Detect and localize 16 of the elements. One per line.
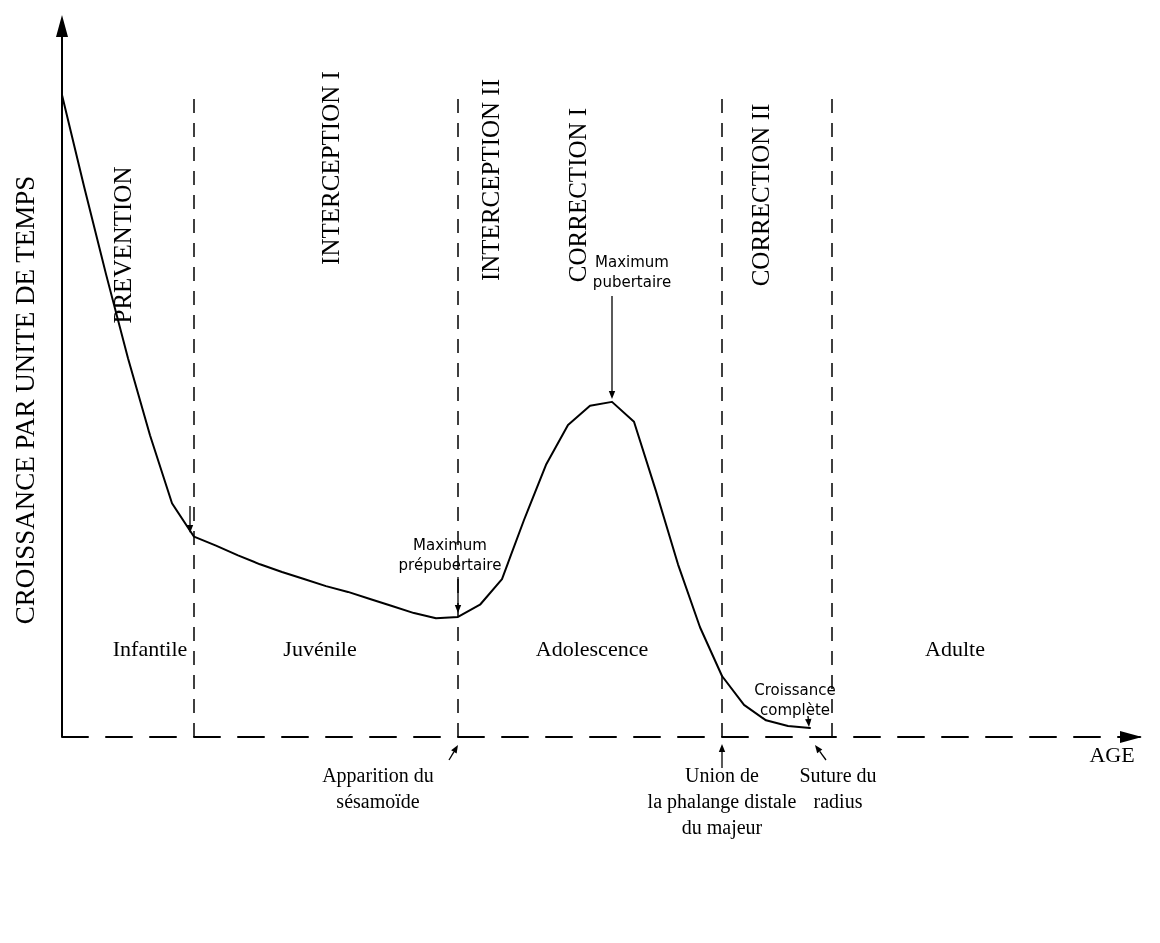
- annotation: Adulte: [925, 635, 985, 661]
- text: Union de la phalange distale du majeur: [647, 764, 797, 839]
- annotation: Juvénile: [283, 635, 357, 661]
- annotation: Maximum pubertaire: [592, 253, 672, 291]
- text: Suture du radius: [799, 764, 877, 812]
- x-axis-title: AGE: [1089, 741, 1135, 767]
- annotation: INTERCEPTION II: [476, 78, 504, 282]
- y-axis-title: CROISSANCE PAR UNITE DE TEMPS: [10, 175, 40, 625]
- annotation: Croissance complète: [754, 681, 836, 719]
- annotation: CORRECTION I: [563, 107, 591, 283]
- annotation: INTERCEPTION I: [316, 71, 344, 265]
- annotation: Adolescence: [535, 635, 649, 661]
- annotation: PREVENTION: [108, 166, 136, 324]
- annotation: Infantile: [112, 635, 188, 661]
- annotation: CORRECTION II: [746, 103, 774, 287]
- text: Apparition du sésamoïde: [322, 764, 434, 812]
